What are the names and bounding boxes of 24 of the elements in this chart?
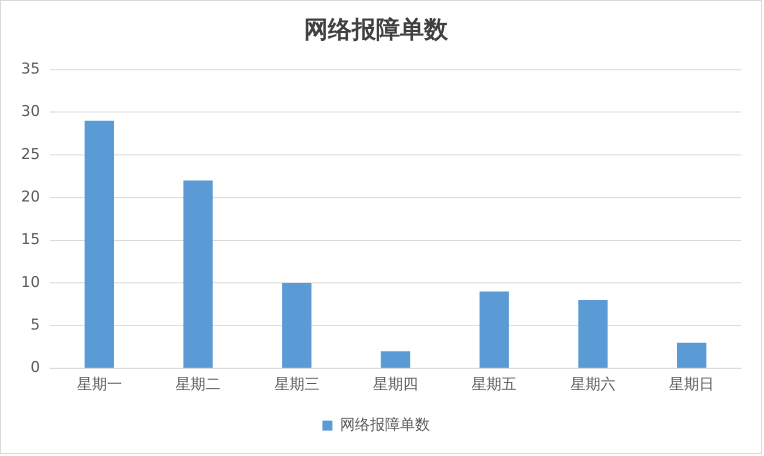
y-tick-label: 0 [30,358,40,376]
x-tick-label: 星期二 [176,375,221,394]
y-tick-label: 20 [20,187,40,206]
bar [282,282,312,368]
y-tick-label: 5 [30,316,40,334]
x-tick-label: 星期三 [274,375,320,394]
x-tick-label: 星期一 [76,375,122,394]
bar [183,180,213,368]
y-tick-label: 25 [20,144,40,163]
y-tick-label: 15 [20,230,40,248]
bar [380,351,410,368]
bar [84,120,114,368]
bar [677,342,706,368]
y-tick-label: 10 [20,272,40,291]
bar [578,300,608,368]
x-tick-label: 星期五 [472,375,517,394]
x-tick-label: 星期四 [372,375,418,394]
x-tick-label: 星期六 [570,375,616,394]
chart-title: 网络报障单数 [304,15,450,44]
y-tick-label: 30 [20,102,40,120]
legend-label: 网络报障单数 [340,416,430,434]
bar [480,292,509,368]
x-tick-label: 星期日 [669,375,714,394]
y-tick-label: 35 [20,59,40,78]
